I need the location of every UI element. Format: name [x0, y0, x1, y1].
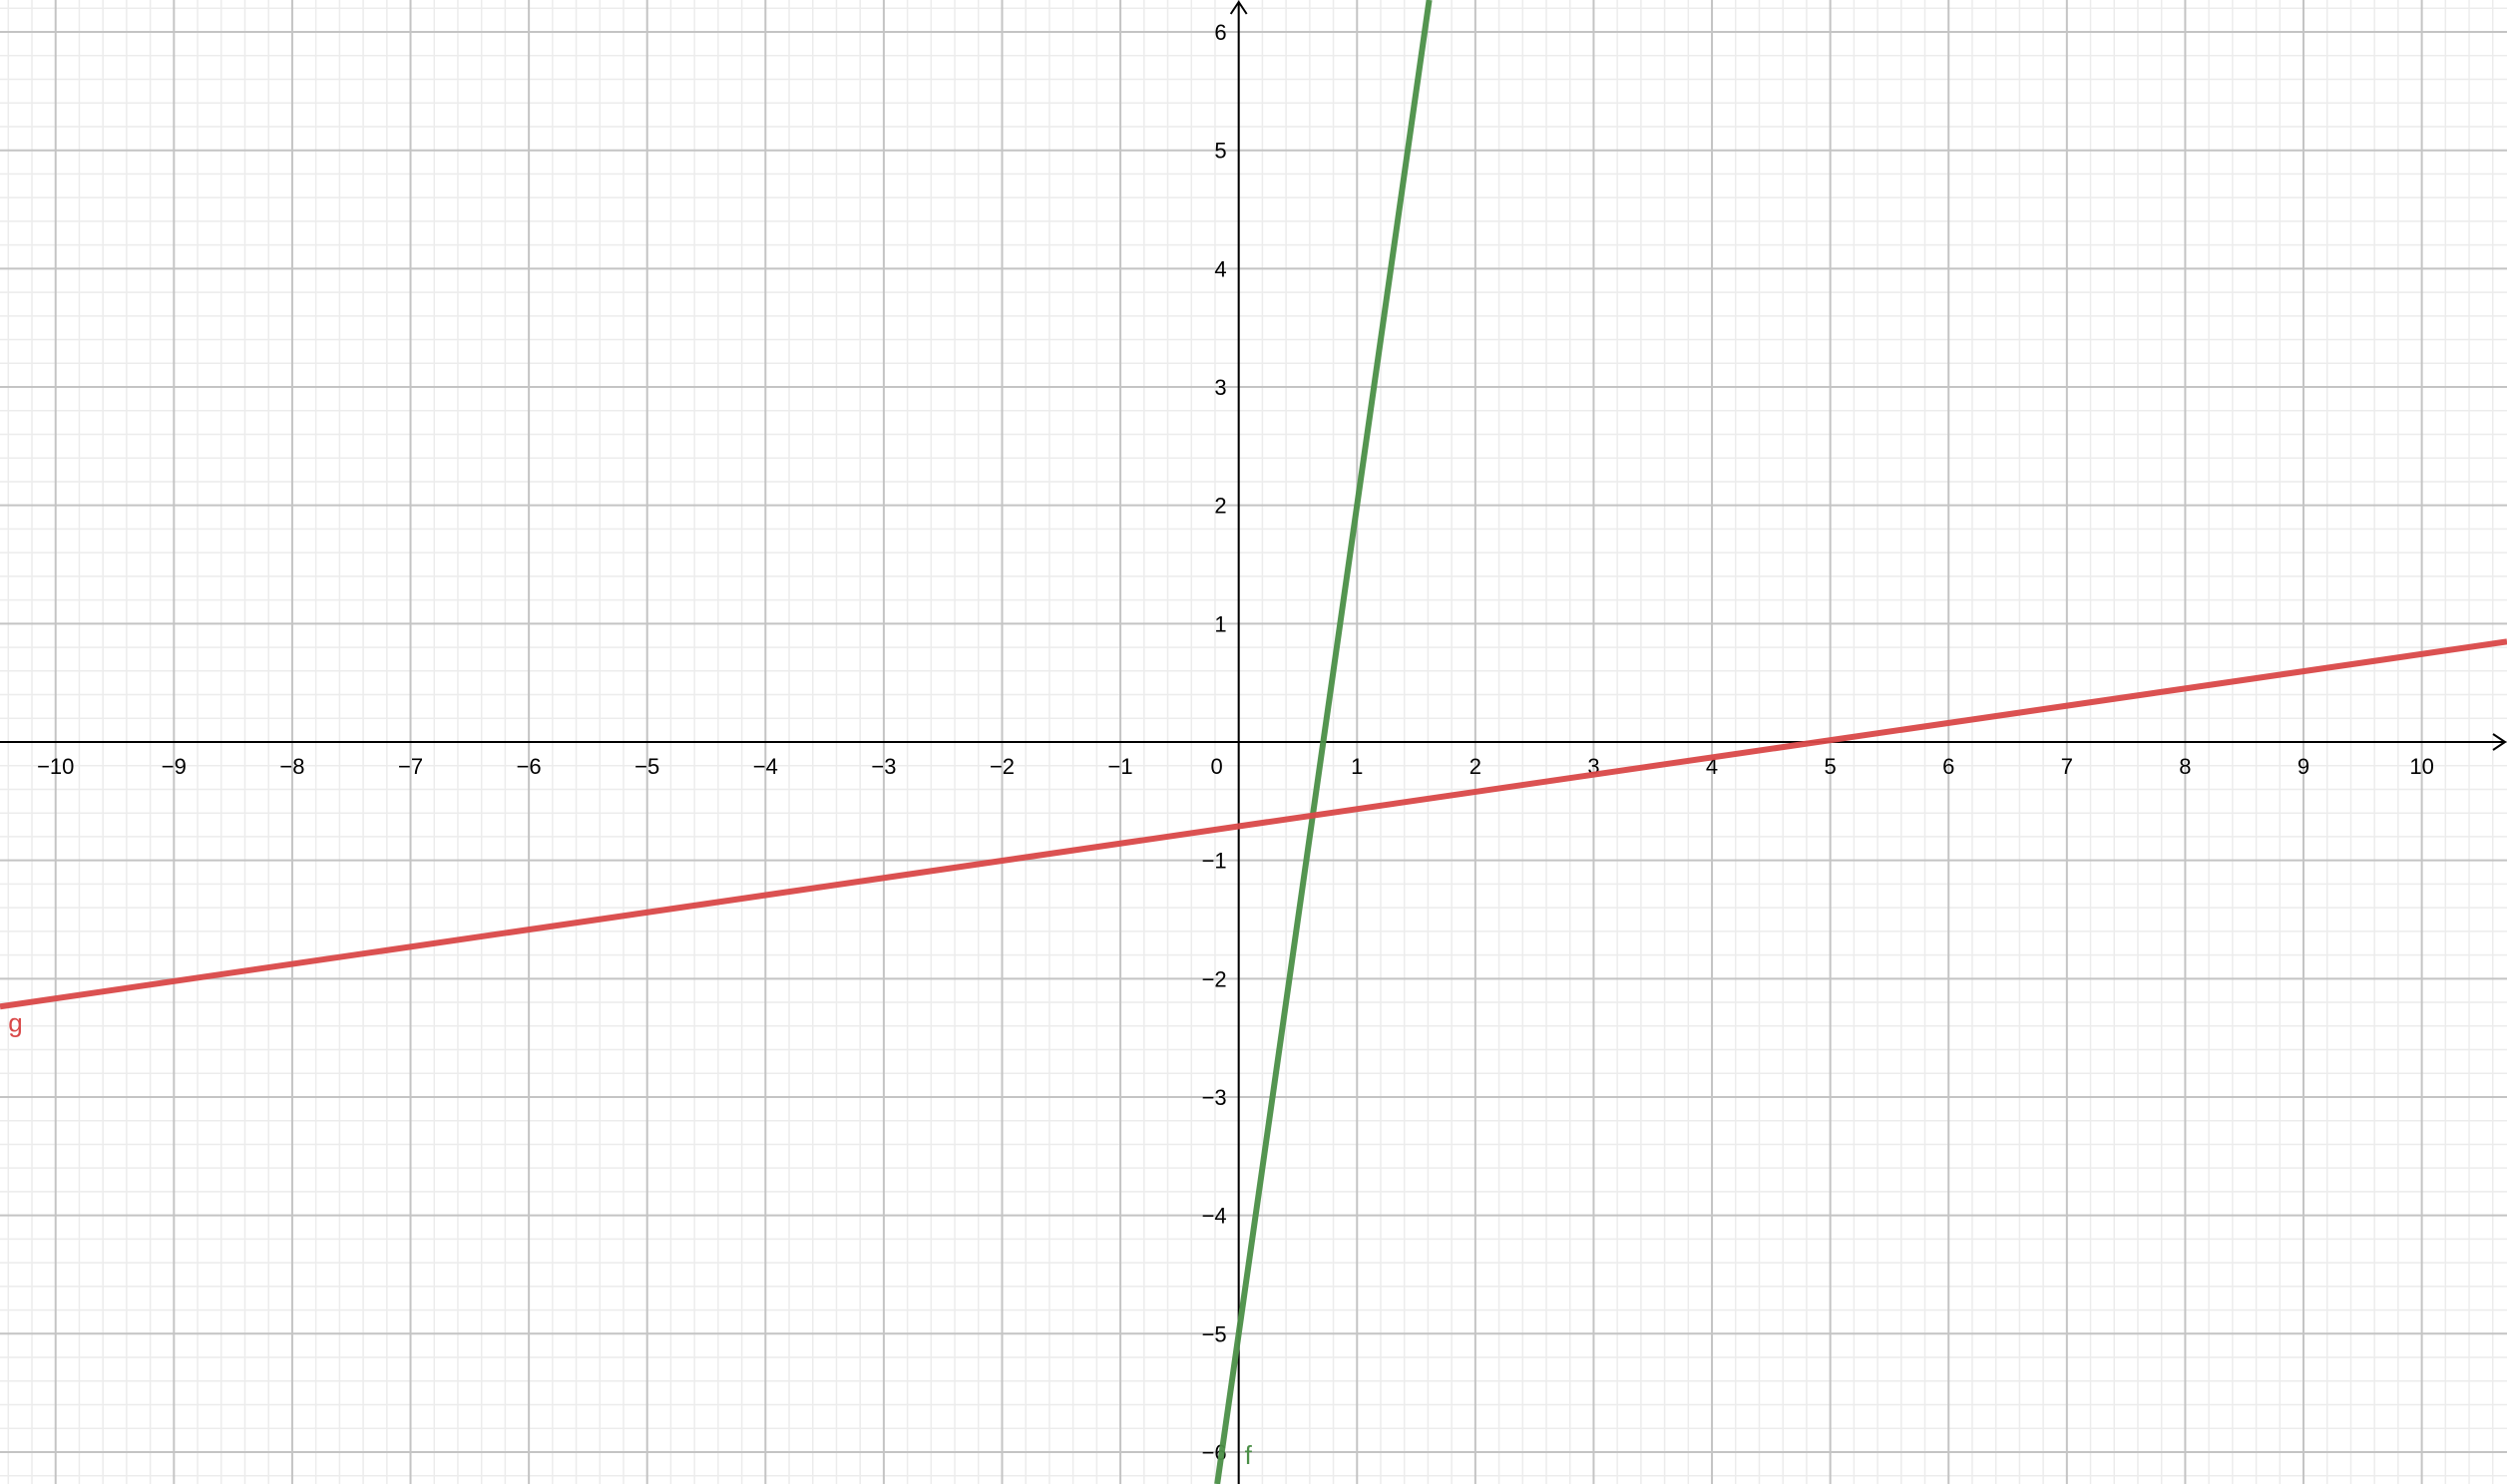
y-tick-label: 1: [1214, 611, 1226, 636]
x-tick-label: 6: [1942, 754, 1954, 779]
x-tick-label: −8: [279, 754, 304, 779]
x-tick-label: 8: [2179, 754, 2191, 779]
y-tick-label: 5: [1214, 139, 1226, 164]
x-tick-label: 0: [1211, 754, 1223, 779]
x-tick-label: −4: [753, 754, 778, 779]
y-tick-label: −4: [1202, 1204, 1227, 1229]
x-tick-label: 5: [1825, 754, 1837, 779]
y-tick-label: −5: [1202, 1321, 1227, 1346]
line-label-g: g: [8, 1008, 22, 1038]
y-tick-label: 6: [1214, 20, 1226, 45]
y-tick-label: −3: [1202, 1085, 1227, 1110]
x-tick-label: −5: [634, 754, 659, 779]
x-tick-label: 7: [2061, 754, 2073, 779]
x-tick-label: 2: [1469, 754, 1481, 779]
line-f: [1214, 0, 1433, 1484]
y-tick-label: 3: [1214, 375, 1226, 400]
y-tick-label: −2: [1202, 966, 1227, 991]
y-axis-arrow: [1229, 0, 1248, 15]
y-tick-label: −1: [1202, 849, 1227, 874]
y-tick-label: 2: [1214, 494, 1226, 519]
x-tick-label: 1: [1351, 754, 1363, 779]
line-g: [0, 638, 2507, 1010]
x-tick-label: −6: [517, 754, 542, 779]
x-tick-label: −9: [162, 754, 187, 779]
x-tick-label: 10: [2409, 754, 2433, 779]
x-axis-arrow: [2492, 733, 2507, 751]
x-tick-label: −3: [871, 754, 896, 779]
x-tick-label: −1: [1108, 754, 1133, 779]
x-tick-label: −2: [990, 754, 1015, 779]
x-tick-label: −7: [398, 754, 423, 779]
x-tick-label: −10: [37, 754, 74, 779]
tick-labels: −10 −9 −8 −7 −6 −5 −4 −3 −2 −1 0 1 2 3 4 5 6 7 8 9 10−6−5−4−…: [37, 20, 2434, 1465]
line-label-f: f: [1245, 1440, 1253, 1470]
y-tick-label: 4: [1214, 256, 1226, 281]
x-tick-label: 9: [2298, 754, 2309, 779]
